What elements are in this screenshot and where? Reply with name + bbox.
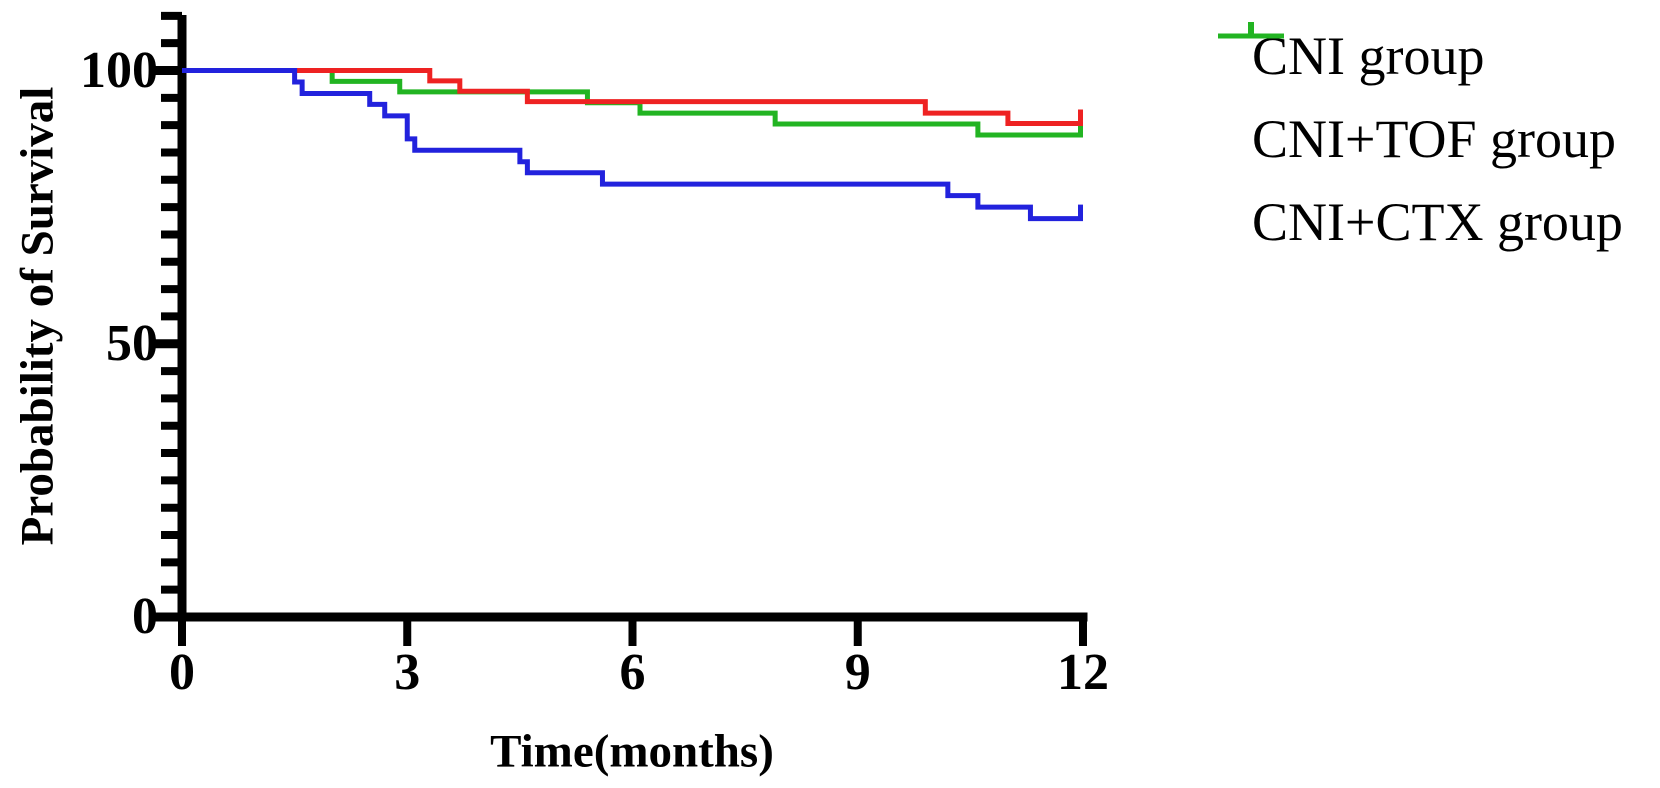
y-tick-label-100: 100: [80, 41, 158, 99]
legend-label: CNI group: [1252, 25, 1485, 86]
legend-label: CNI+TOF group: [1252, 108, 1616, 169]
survival-curve-cni-tof-group: [182, 68, 1083, 127]
legend-label: CNI+CTX group: [1252, 191, 1623, 252]
censor-line-icon: [1218, 22, 1284, 39]
x-axis-title: Time(months): [490, 725, 774, 778]
y-axis-title: Probability of Survival: [11, 86, 64, 546]
x-tick-label-9: 9: [844, 644, 871, 701]
x-tick-label-6: 6: [619, 644, 646, 701]
survival-curve-cni-group: [182, 68, 1083, 222]
y-tick-label-50: 50: [106, 314, 158, 372]
x-tick-label-0: 0: [169, 644, 195, 701]
y-tick-label-0: 0: [132, 588, 158, 645]
x-tick-label-12: 12: [1056, 644, 1109, 701]
legend: CNI group CNI+TOF group CNI+CTX group: [1218, 14, 1623, 263]
legend-item-cni-tof-group: CNI+TOF group: [1218, 22, 1623, 180]
x-tick-label-3: 3: [394, 644, 421, 701]
legend-item-cni-ctx-group: CNI+CTX group: [1218, 22, 1623, 263]
